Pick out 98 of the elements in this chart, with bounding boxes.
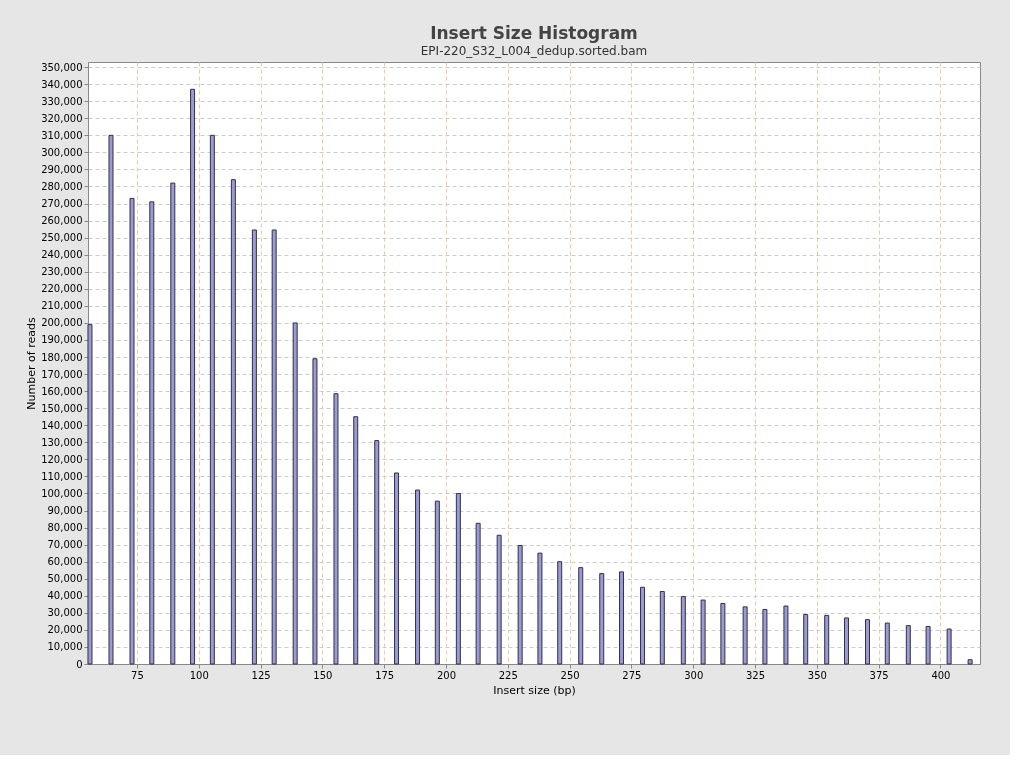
bar xyxy=(292,322,298,665)
bar xyxy=(783,605,789,665)
y-tick-label: 180,000 xyxy=(41,351,83,363)
bar xyxy=(599,573,605,665)
y-tick-label: 320,000 xyxy=(41,112,83,124)
bar xyxy=(884,622,890,665)
bar xyxy=(640,586,646,665)
bar xyxy=(537,552,543,665)
bar xyxy=(170,182,176,665)
y-tick-label: 240,000 xyxy=(41,249,83,261)
y-tick-label: 260,000 xyxy=(41,215,83,227)
bar xyxy=(149,201,155,665)
bar xyxy=(762,608,768,665)
y-tick-label: 110,000 xyxy=(41,470,83,482)
bar xyxy=(680,596,686,665)
x-tick-label: 100 xyxy=(189,669,209,681)
y-tick-label: 350,000 xyxy=(41,61,83,73)
y-tick-label: 270,000 xyxy=(41,198,83,210)
bar xyxy=(374,440,380,665)
y-tick-label: 290,000 xyxy=(41,163,83,175)
x-tick-label: 350 xyxy=(807,669,827,681)
y-tick-label: 310,000 xyxy=(41,129,83,141)
x-tick-label: 250 xyxy=(560,669,580,681)
y-tick-label: 70,000 xyxy=(47,539,83,551)
bar xyxy=(129,197,135,665)
bar xyxy=(557,561,563,665)
bar xyxy=(824,614,830,665)
y-tick-label: 210,000 xyxy=(41,300,83,312)
bar xyxy=(455,492,461,665)
bar xyxy=(496,534,502,665)
y-tick-label: 340,000 xyxy=(41,78,83,90)
y-tick-label: 10,000 xyxy=(47,641,83,653)
bar xyxy=(844,617,849,665)
bar xyxy=(251,229,257,665)
bar xyxy=(353,416,359,665)
bar xyxy=(967,659,973,665)
y-tick-label: 280,000 xyxy=(41,180,83,192)
y-tick-label: 40,000 xyxy=(47,590,83,602)
bar xyxy=(946,628,952,665)
x-tick-label: 175 xyxy=(375,669,395,681)
bar xyxy=(803,614,809,665)
x-tick-label: 150 xyxy=(313,669,333,681)
y-tick-label: 220,000 xyxy=(41,283,83,295)
bar xyxy=(230,179,236,665)
y-tick-label: 50,000 xyxy=(47,573,83,585)
chart-title: Insert Size Histogram xyxy=(430,23,638,43)
y-tick-label: 200,000 xyxy=(41,317,83,329)
x-tick-label: 325 xyxy=(745,669,766,681)
bar xyxy=(742,606,748,665)
y-tick-label: 250,000 xyxy=(41,232,83,244)
bar xyxy=(475,522,481,665)
x-tick-label: 275 xyxy=(622,669,642,681)
y-tick-label: 150,000 xyxy=(41,402,83,414)
bar xyxy=(87,324,93,665)
bar xyxy=(394,472,400,665)
bar xyxy=(312,358,318,665)
bar xyxy=(190,88,196,665)
x-tick-label: 225 xyxy=(498,669,518,681)
y-tick-label: 20,000 xyxy=(47,624,83,636)
y-tick-label: 130,000 xyxy=(41,436,83,448)
bar xyxy=(619,571,625,665)
x-tick-label: 75 xyxy=(131,669,144,681)
y-tick-label: 160,000 xyxy=(41,385,83,397)
x-tick-label: 400 xyxy=(931,669,951,681)
x-tick-label: 375 xyxy=(869,669,889,681)
x-axis-title: Insert size (bp) xyxy=(493,683,576,697)
bar xyxy=(865,619,871,665)
bar xyxy=(905,625,911,665)
y-tick-label: 30,000 xyxy=(47,607,83,619)
y-tick-label: 80,000 xyxy=(47,522,83,534)
y-axis-title: Number of reads xyxy=(25,317,39,410)
y-tick-label: 60,000 xyxy=(47,556,83,568)
bar xyxy=(720,602,726,665)
bar xyxy=(700,599,706,665)
y-tick-label: 0 xyxy=(76,658,83,670)
y-tick-label: 170,000 xyxy=(41,368,83,380)
y-tick-label: 140,000 xyxy=(41,419,83,431)
y-tick-label: 120,000 xyxy=(41,453,83,465)
y-tick-label: 330,000 xyxy=(41,95,83,107)
bar xyxy=(517,544,523,665)
y-tick-label: 100,000 xyxy=(41,487,83,499)
bar xyxy=(578,567,584,665)
bar xyxy=(271,229,277,665)
bar xyxy=(415,489,421,665)
x-tick-label: 125 xyxy=(251,669,271,681)
bar xyxy=(209,134,215,665)
x-tick-label: 300 xyxy=(684,669,704,681)
bar xyxy=(925,625,931,665)
y-tick-label: 300,000 xyxy=(41,146,83,158)
y-tick-label: 90,000 xyxy=(47,505,83,517)
y-tick-label: 190,000 xyxy=(41,334,83,346)
bar xyxy=(434,500,440,665)
y-tick-label: 230,000 xyxy=(41,266,83,278)
x-tick-label: 200 xyxy=(436,669,457,681)
chart-subtitle: EPI-220_S32_L004_dedup.sorted.bam xyxy=(420,44,648,58)
bar xyxy=(333,393,339,665)
bar xyxy=(108,134,114,665)
bar xyxy=(659,591,665,665)
